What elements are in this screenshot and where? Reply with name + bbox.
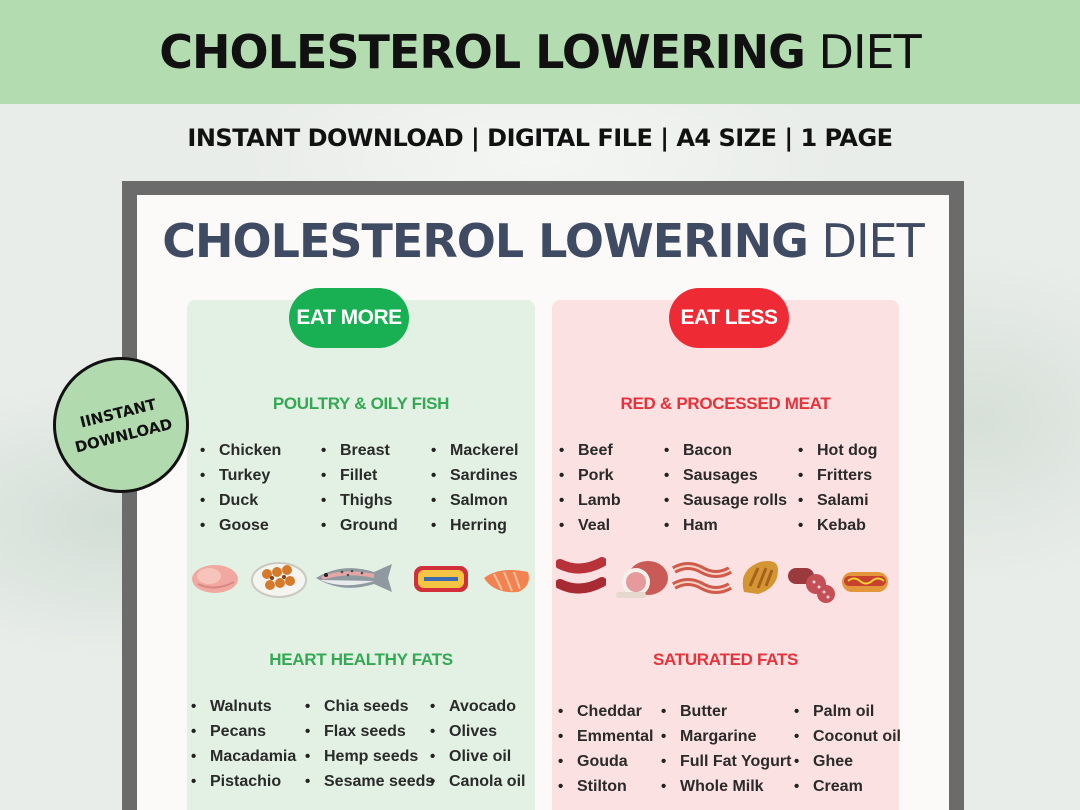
- list-column: Bacon Sausages Sausage rolls Ham: [664, 438, 787, 538]
- list-column: Chia seeds Flax seeds Hemp seeds Sesame …: [305, 694, 434, 794]
- list-item: Olives: [430, 719, 525, 744]
- hot-dog-icon: [842, 572, 888, 592]
- list-column: Walnuts Pecans Macadamia Pistachio: [191, 694, 296, 794]
- list-item: Ghee: [794, 749, 901, 774]
- list-item: Cream: [794, 774, 901, 799]
- eat-more-pill: EAT MORE: [289, 288, 409, 348]
- sausages-icon: [556, 557, 606, 594]
- list-item: Hot dog: [798, 438, 877, 463]
- bacon-icon: [672, 562, 732, 594]
- document-title-bold: CHOLESTEROL LOWERING: [162, 214, 809, 268]
- list-item: Whole Milk: [661, 774, 791, 799]
- list-item: Sausage rolls: [664, 488, 787, 513]
- list-item: Cheddar: [558, 699, 653, 724]
- eat-less-pill: EAT LESS: [669, 288, 789, 348]
- list-item: Veal: [559, 513, 621, 538]
- list-item: Gouda: [558, 749, 653, 774]
- chicken-breast-icon: [192, 565, 238, 593]
- ham-icon: [616, 561, 668, 598]
- list-item: Duck: [200, 488, 281, 513]
- sausage-roll-icon: [742, 561, 778, 594]
- list-item: Sardines: [431, 463, 519, 488]
- salami-icon: [788, 568, 835, 603]
- list-item: Margarine: [661, 724, 791, 749]
- list-item: Ground: [321, 513, 398, 538]
- list-column: Breast Fillet Thighs Ground: [321, 438, 398, 538]
- list-item: Sesame seeds: [305, 769, 434, 794]
- document-title: CHOLESTEROL LOWERING DIET: [0, 214, 1080, 268]
- banner-title-bold: CHOLESTEROL LOWERING: [159, 25, 806, 79]
- list-item: Coconut oil: [794, 724, 901, 749]
- list-column: Chicken Turkey Duck Goose: [200, 438, 281, 538]
- trout-fish-icon: [316, 564, 392, 592]
- salmon-fillet-icon: [484, 570, 529, 593]
- list-item: Ham: [664, 513, 787, 538]
- list-item: Pork: [559, 463, 621, 488]
- list-item: Canola oil: [430, 769, 525, 794]
- list-item: Kebab: [798, 513, 877, 538]
- sardine-can-icon: [414, 566, 468, 592]
- list-item: Emmental: [558, 724, 653, 749]
- list-column: Hot dog Fritters Salami Kebab: [798, 438, 877, 538]
- list-item: Full Fat Yogurt: [661, 749, 791, 774]
- section-heading-poultry-fish: POULTRY & OILY FISH: [272, 394, 450, 413]
- list-column: Cheddar Emmental Gouda Stilton: [558, 699, 653, 799]
- list-item: Goose: [200, 513, 281, 538]
- list-item: Hemp seeds: [305, 744, 434, 769]
- list-item: Walnuts: [191, 694, 296, 719]
- list-item: Bacon: [664, 438, 787, 463]
- list-item: Salmon: [431, 488, 519, 513]
- list-item: Pecans: [191, 719, 296, 744]
- banner-title: CHOLESTEROL LOWERING DIET: [159, 25, 922, 79]
- list-item: Avocado: [430, 694, 525, 719]
- list-item: Beef: [559, 438, 621, 463]
- list-item: Stilton: [558, 774, 653, 799]
- list-item: Sausages: [664, 463, 787, 488]
- list-item: Macadamia: [191, 744, 296, 769]
- skewers-plate-icon: [251, 562, 307, 598]
- list-item: Mackerel: [431, 438, 519, 463]
- list-column: Palm oil Coconut oil Ghee Cream: [794, 699, 901, 799]
- list-item: Fritters: [798, 463, 877, 488]
- section-heading-saturated-fats: SATURATED FATS: [652, 650, 798, 669]
- list-item: Turkey: [200, 463, 281, 488]
- list-item: Flax seeds: [305, 719, 434, 744]
- list-column: Beef Pork Lamb Veal: [559, 438, 621, 538]
- list-item: Salami: [798, 488, 877, 513]
- product-info-line: INSTANT DOWNLOAD | DIGITAL FILE | A4 SIZ…: [187, 124, 893, 152]
- list-column: Avocado Olives Olive oil Canola oil: [430, 694, 525, 794]
- list-column: Mackerel Sardines Salmon Herring: [431, 438, 519, 538]
- header-banner: CHOLESTEROL LOWERING DIET: [0, 0, 1080, 104]
- list-item: Herring: [431, 513, 519, 538]
- list-item: Olive oil: [430, 744, 525, 769]
- list-item: Pistachio: [191, 769, 296, 794]
- list-item: Thighs: [321, 488, 398, 513]
- list-column: Butter Margarine Full Fat Yogurt Whole M…: [661, 699, 791, 799]
- section-heading-healthy-fats: HEART HEALTHY FATS: [269, 650, 453, 669]
- section-heading-red-meat: RED & PROCESSED MEAT: [620, 394, 831, 413]
- list-item: Chia seeds: [305, 694, 434, 719]
- document-title-light: DIET: [821, 214, 925, 268]
- list-item: Butter: [661, 699, 791, 724]
- list-item: Palm oil: [794, 699, 901, 724]
- list-item: Lamb: [559, 488, 621, 513]
- banner-title-light: DIET: [818, 25, 922, 79]
- list-item: Chicken: [200, 438, 281, 463]
- list-item: Fillet: [321, 463, 398, 488]
- list-item: Breast: [321, 438, 398, 463]
